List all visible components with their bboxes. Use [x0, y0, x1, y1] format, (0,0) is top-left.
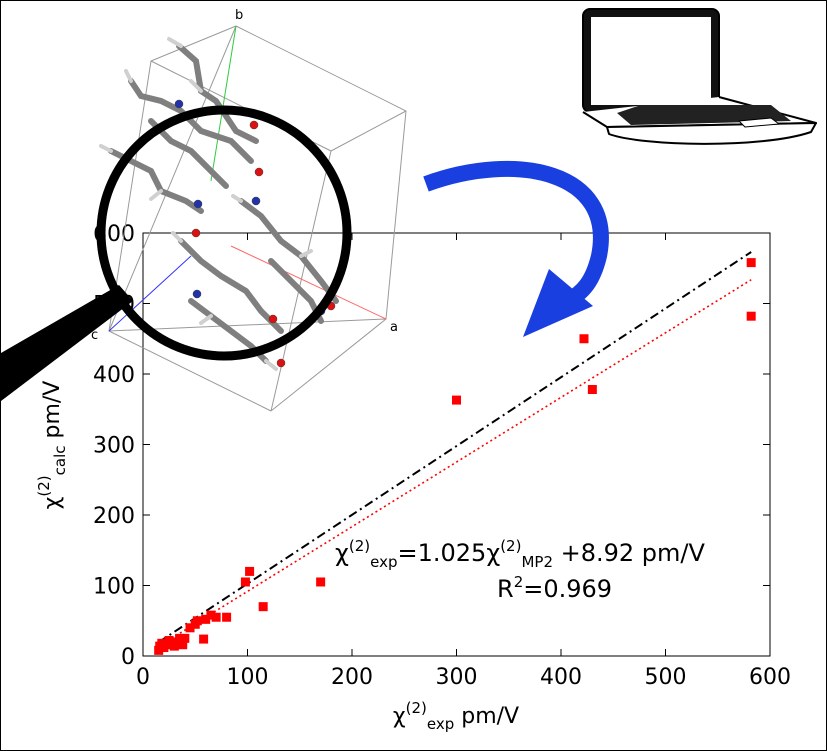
data-point — [211, 612, 221, 622]
y-axis-title: χ(2)calc pm/V — [35, 381, 69, 510]
crystal-axis-a-label: a — [390, 320, 398, 335]
data-points — [154, 258, 756, 655]
y-tick-label: 0 — [121, 645, 135, 670]
data-point — [258, 602, 268, 612]
y-tick-label: 200 — [93, 504, 135, 529]
data-point — [178, 640, 188, 650]
data-point — [746, 258, 756, 268]
fit-line-dotted — [158, 279, 752, 647]
r-squared-label: R2=0.969 — [497, 573, 612, 603]
data-point — [579, 334, 589, 344]
x-axis-title: χ(2)exp pm/V — [393, 699, 519, 733]
x-tick-label: 200 — [331, 665, 373, 690]
data-point — [587, 385, 597, 395]
data-point — [206, 610, 216, 620]
y-tick-label: 300 — [93, 434, 135, 459]
y-tick-label: 400 — [93, 363, 135, 388]
data-point — [180, 633, 190, 643]
data-point — [222, 612, 232, 622]
laptop-icon — [582, 8, 817, 145]
curved-arrow-icon — [423, 160, 609, 337]
magnifying-glass-icon — [1, 105, 352, 401]
fit-line-dashdot — [158, 251, 752, 643]
data-point — [175, 633, 185, 643]
crystal-axis-c-label: c — [91, 328, 98, 343]
x-tick-label: 600 — [749, 665, 791, 690]
data-point — [746, 311, 756, 321]
data-point — [452, 395, 461, 405]
data-point — [316, 577, 326, 587]
x-tick-label: 0 — [136, 665, 150, 690]
fit-lines — [158, 251, 752, 647]
y-tick-label: 100 — [93, 575, 135, 600]
data-point — [245, 566, 255, 576]
fit-equation: χ(2)exp=1.025χ(2)MP2 +8.92 pm/V — [335, 537, 705, 571]
x-tick-label: 400 — [540, 665, 582, 690]
data-point — [240, 577, 250, 587]
data-point — [192, 616, 202, 626]
plot-area — [142, 232, 771, 657]
data-point — [201, 614, 211, 624]
x-tick-label: 300 — [436, 665, 478, 690]
data-point — [169, 641, 179, 651]
x-tick-label: 500 — [645, 665, 687, 690]
svg-text:χ(2)calc pm/V: χ(2)calc pm/V — [35, 381, 69, 510]
crystal-axis-b-label: b — [235, 8, 243, 23]
x-tick-label: 100 — [227, 665, 269, 690]
data-point — [185, 623, 195, 633]
data-point — [199, 634, 209, 644]
